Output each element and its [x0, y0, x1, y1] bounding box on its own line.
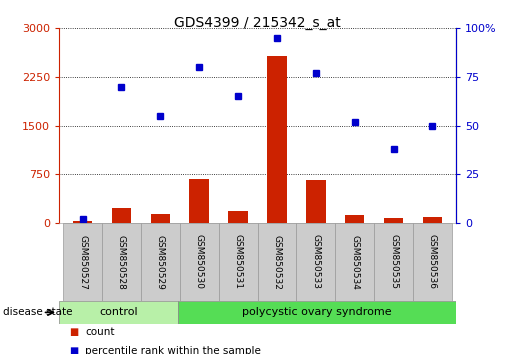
Bar: [73, 221, 92, 223]
Text: ■: ■: [70, 346, 79, 354]
Bar: [306, 180, 325, 223]
Bar: [102, 223, 141, 301]
Bar: [180, 223, 219, 301]
Text: GSM850527: GSM850527: [78, 234, 87, 290]
Bar: [267, 56, 287, 223]
Bar: [228, 211, 248, 223]
Text: GSM850528: GSM850528: [117, 234, 126, 290]
Text: percentile rank within the sample: percentile rank within the sample: [85, 346, 261, 354]
Bar: [384, 218, 403, 223]
Text: GSM850534: GSM850534: [350, 234, 359, 290]
Bar: [345, 215, 365, 223]
Text: control: control: [99, 307, 138, 318]
Bar: [63, 223, 102, 301]
Bar: [335, 223, 374, 301]
Text: GSM850536: GSM850536: [428, 234, 437, 290]
Bar: [374, 223, 413, 301]
Text: GSM850535: GSM850535: [389, 234, 398, 290]
Bar: [150, 213, 170, 223]
Bar: [423, 217, 442, 223]
Text: GDS4399 / 215342_s_at: GDS4399 / 215342_s_at: [174, 16, 341, 30]
Bar: [258, 223, 296, 301]
Bar: [413, 223, 452, 301]
Bar: [178, 301, 456, 324]
Text: count: count: [85, 327, 114, 337]
Bar: [219, 223, 258, 301]
Text: GSM850532: GSM850532: [272, 234, 281, 290]
Bar: [141, 223, 180, 301]
Text: GSM850529: GSM850529: [156, 234, 165, 290]
Bar: [59, 301, 178, 324]
Text: ■: ■: [70, 327, 79, 337]
Text: disease state: disease state: [3, 307, 72, 318]
Bar: [190, 179, 209, 223]
Text: polycystic ovary syndrome: polycystic ovary syndrome: [242, 307, 392, 318]
Bar: [296, 223, 335, 301]
Text: GSM850531: GSM850531: [234, 234, 243, 290]
Text: GSM850533: GSM850533: [311, 234, 320, 290]
Text: GSM850530: GSM850530: [195, 234, 204, 290]
Bar: [112, 208, 131, 223]
